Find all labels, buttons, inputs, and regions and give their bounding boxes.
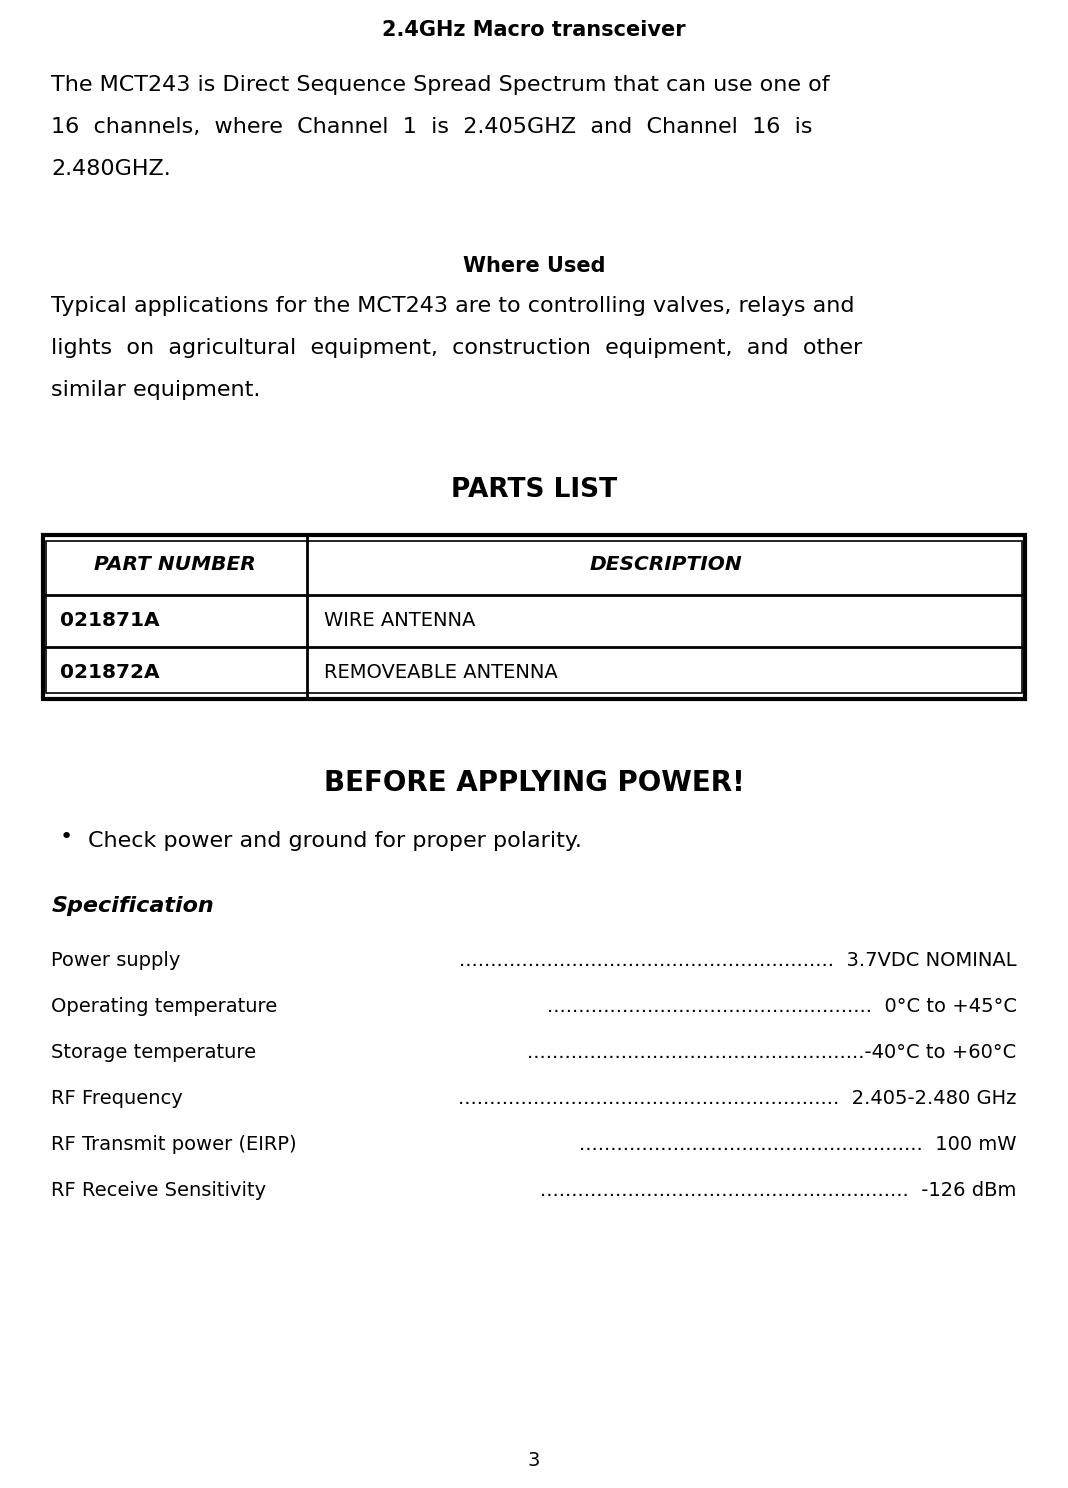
Text: 16  channels,  where  Channel  1  is  2.405GHZ  and  Channel  16  is: 16 channels, where Channel 1 is 2.405GHZ… [51,118,813,137]
Text: RF Frequency: RF Frequency [51,1089,189,1109]
Text: PART NUMBER: PART NUMBER [94,555,256,574]
Text: Operating temperature: Operating temperature [51,997,284,1016]
Text: The MCT243 is Direct Sequence Spread Spectrum that can use one of: The MCT243 is Direct Sequence Spread Spe… [51,74,830,95]
Text: ....................................................  0°C to +45°C: ........................................… [547,997,1017,1016]
Text: BEFORE APPLYING POWER!: BEFORE APPLYING POWER! [324,769,744,798]
Text: DESCRIPTION: DESCRIPTION [590,555,742,574]
Text: RF Receive Sensitivity: RF Receive Sensitivity [51,1181,272,1199]
Text: REMOVEABLE ANTENNA: REMOVEABLE ANTENNA [325,664,557,683]
Text: .......................................................  100 mW: ........................................… [579,1135,1017,1155]
Text: Specification: Specification [51,896,214,917]
Text: Power supply: Power supply [51,951,193,970]
Text: lights  on  agricultural  equipment,  construction  equipment,  and  other: lights on agricultural equipment, constr… [51,338,863,359]
Text: 021871A: 021871A [60,612,159,631]
Text: 3: 3 [528,1451,540,1470]
Text: ............................................................  3.7VDC NOMINAL: ........................................… [459,951,1017,970]
Text: PARTS LIST: PARTS LIST [451,478,617,503]
Text: ...........................................................  -126 dBm: ........................................… [540,1181,1017,1199]
Text: Check power and ground for proper polarity.: Check power and ground for proper polari… [88,830,581,851]
Text: 2.480GHZ.: 2.480GHZ. [51,159,171,179]
Text: Storage temperature: Storage temperature [51,1043,256,1062]
Text: RF Transmit power (EIRP): RF Transmit power (EIRP) [51,1135,297,1155]
Text: ......................................................-40°C to +60°C: ........................................… [528,1043,1017,1062]
Text: WIRE ANTENNA: WIRE ANTENNA [325,612,475,631]
Text: •: • [60,826,73,847]
Bar [46,540,1022,693]
Text: 021872A: 021872A [60,664,159,683]
Text: 2.4GHz Macro transceiver: 2.4GHz Macro transceiver [382,19,686,40]
Text: .............................................................  2.405-2.480 GHz: ........................................… [458,1089,1017,1109]
Text: Typical applications for the MCT243 are to controlling valves, relays and: Typical applications for the MCT243 are … [51,296,854,315]
Text: Where Used: Where Used [462,256,606,275]
Bar [43,536,1025,699]
Text: similar equipment.: similar equipment. [51,379,261,400]
